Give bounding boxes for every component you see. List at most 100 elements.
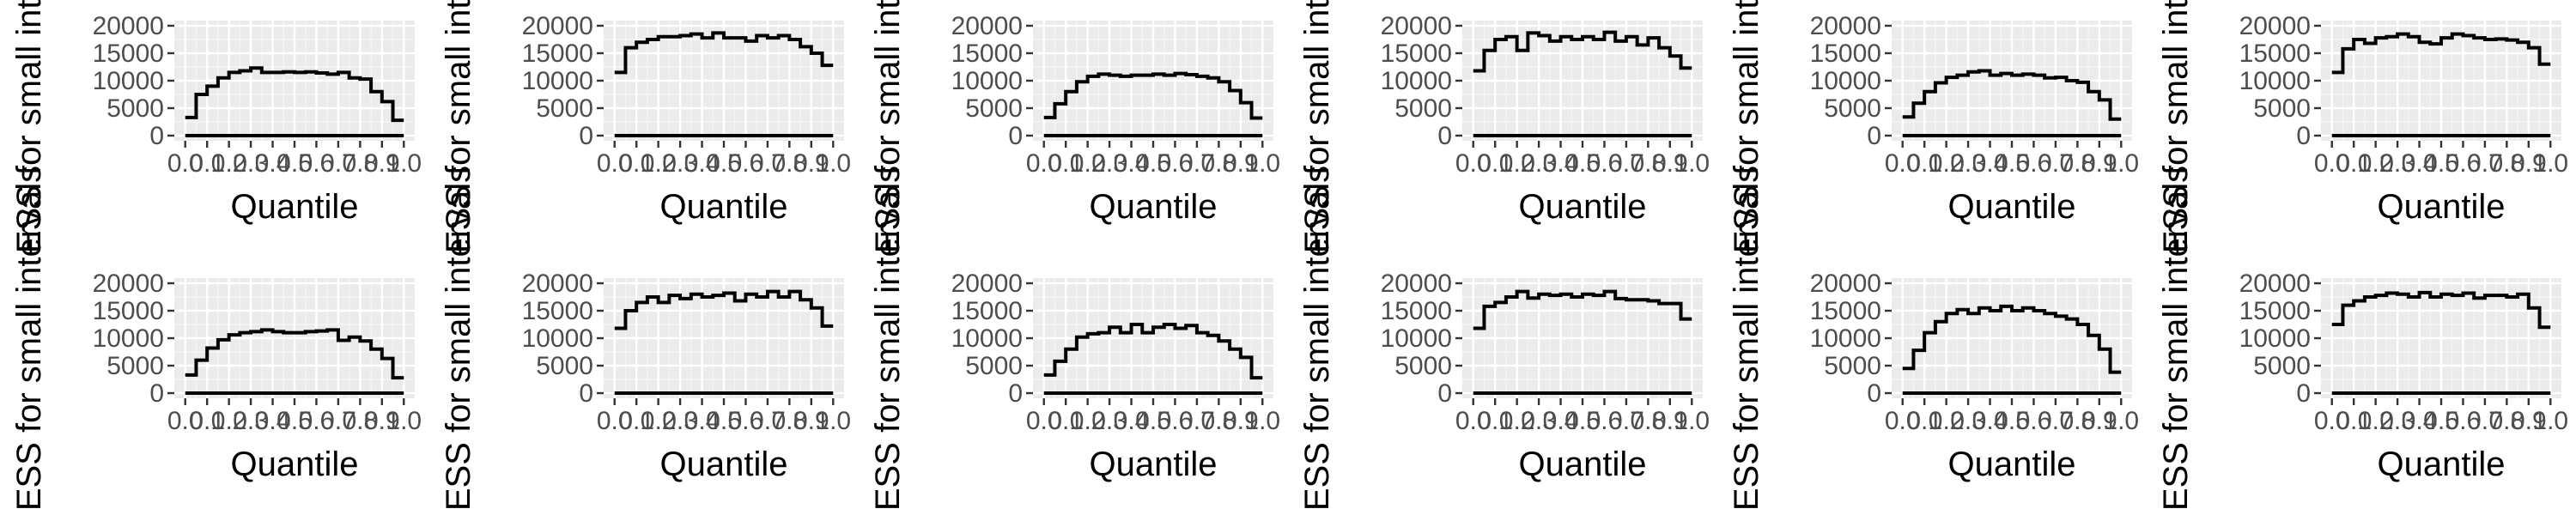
x-tick-label: 0.4 (255, 407, 291, 435)
x-tick-label: 1.0 (815, 149, 851, 178)
x-tick-label: 0.6 (1587, 149, 1623, 178)
x-tick-label: 0.3 (1950, 149, 1986, 178)
y-axis-title: ESS for small intervals (1728, 0, 1765, 253)
y-tick-label: 20000 (522, 270, 593, 298)
y-tick-label: 5000 (536, 352, 593, 380)
x-tick-label: 1.0 (2532, 149, 2568, 178)
x-tick-label: 0.9 (2511, 149, 2547, 178)
x-tick-label: 0.7 (2467, 407, 2503, 435)
y-tick-label: 20000 (2239, 12, 2311, 40)
chart-panel-12: 050001000015000200000.00.10.20.30.40.50.… (2157, 166, 2568, 511)
x-tick-label: 0.1 (1048, 407, 1084, 435)
x-axis: 0.00.10.20.30.40.50.60.70.80.91.0 (1885, 398, 2139, 435)
x-tick-label: 0.7 (1179, 149, 1215, 178)
x-tick-label: 0.5 (1135, 149, 1171, 178)
chart-panel-10: 050001000015000200000.00.10.20.30.40.50.… (1298, 166, 1710, 511)
y-tick-label: 5000 (965, 94, 1023, 123)
x-tick-label: 0.5 (1994, 149, 2030, 178)
x-axis: 0.00.10.20.30.40.50.60.70.80.91.0 (597, 141, 851, 178)
x-tick-label: 0.1 (189, 407, 225, 435)
x-tick-label: 0.5 (706, 407, 742, 435)
x-tick-label: 0.8 (2489, 407, 2525, 435)
x-tick-label: 0.8 (2060, 407, 2096, 435)
series-line-1 (1043, 71, 1263, 120)
x-tick-label: 0.4 (1972, 407, 2008, 435)
x-tick-label: 0.7 (2038, 407, 2074, 435)
x-axis: 0.00.10.20.30.40.50.60.70.80.91.0 (1455, 141, 1710, 178)
y-tick-label: 15000 (93, 39, 164, 68)
x-tick-label: 0.3 (1091, 407, 1127, 435)
x-tick-label: 0.7 (2038, 149, 2074, 178)
x-tick-label: 0.4 (255, 149, 291, 178)
x-tick-label: 0.2 (1070, 407, 1106, 435)
y-axis-title: ESS for small intervals (1298, 166, 1336, 511)
y-tick-label: 20000 (522, 12, 593, 40)
x-tick-label: 0.3 (1091, 149, 1127, 178)
x-tick-label: 0.9 (2081, 149, 2117, 178)
x-tick-label: 0.4 (1543, 149, 1579, 178)
y-tick-label: 0 (2296, 122, 2311, 150)
y-tick-label: 15000 (1810, 297, 1881, 325)
x-tick-label: 0.0 (1455, 407, 1492, 435)
x-tick-label: 0.8 (1631, 407, 1667, 435)
y-tick-label: 10000 (1810, 324, 1881, 353)
y-tick-label: 10000 (2239, 67, 2311, 95)
series-line-1 (2331, 32, 2551, 75)
x-tick-label: 0.3 (2379, 407, 2415, 435)
y-tick-label: 0 (1008, 379, 1023, 408)
x-axis-title: Quantile (1519, 188, 1647, 226)
x-axis-title: Quantile (1090, 445, 1218, 483)
x-tick-label: 0.7 (320, 407, 356, 435)
x-tick-label: 0.9 (1223, 407, 1259, 435)
y-tick-label: 20000 (1810, 270, 1881, 298)
x-tick-label: 0.3 (1521, 407, 1557, 435)
y-tick-label: 15000 (2239, 39, 2311, 68)
x-tick-label: 0.6 (2016, 407, 2052, 435)
y-tick-label: 0 (1437, 379, 1452, 408)
y-tick-label: 10000 (1381, 67, 1452, 95)
x-tick-label: 0.5 (1994, 407, 2030, 435)
x-tick-label: 0.5 (2423, 407, 2459, 435)
x-tick-label: 0.2 (211, 149, 247, 178)
x-tick-label: 0.8 (343, 407, 379, 435)
x-tick-label: 0.9 (793, 149, 829, 178)
chart-panel-6: 050001000015000200000.00.10.20.30.40.50.… (2157, 0, 2568, 253)
x-tick-label: 0.7 (750, 407, 786, 435)
y-axis-title: ESS for small intervals (1728, 166, 1765, 511)
x-tick-label: 0.4 (1114, 407, 1150, 435)
y-axis-title: ESS for small intervals (440, 0, 477, 253)
x-tick-label: 0.4 (2402, 149, 2438, 178)
y-tick-label: 20000 (93, 270, 164, 298)
y-tick-label: 5000 (106, 94, 164, 123)
y-axis-title: ESS for small intervals (1298, 0, 1336, 253)
x-tick-label: 0.6 (1157, 149, 1194, 178)
x-tick-label: 0.0 (1026, 149, 1062, 178)
x-tick-label: 0.1 (1906, 407, 1942, 435)
x-tick-label: 0.9 (2081, 407, 2117, 435)
x-tick-label: 0.4 (684, 407, 720, 435)
x-tick-label: 0.5 (1564, 149, 1601, 178)
x-tick-label: 0.0 (2314, 407, 2350, 435)
x-tick-label: 0.2 (1499, 149, 1535, 178)
chart-panel-8: 050001000015000200000.00.10.20.30.40.50.… (440, 166, 851, 511)
x-tick-label: 0.4 (1972, 149, 2008, 178)
x-tick-label: 0.9 (1652, 407, 1688, 435)
x-tick-label: 0.2 (1070, 149, 1106, 178)
x-tick-label: 0.1 (618, 149, 654, 178)
x-tick-label: 0.1 (1906, 149, 1942, 178)
x-tick-label: 0.3 (1521, 149, 1557, 178)
x-tick-label: 1.0 (386, 407, 422, 435)
y-tick-label: 5000 (965, 352, 1023, 380)
y-tick-label: 5000 (1394, 352, 1452, 380)
x-tick-label: 0.2 (2358, 149, 2394, 178)
x-tick-label: 0.2 (1929, 149, 1965, 178)
series-line-1 (1043, 323, 1263, 380)
x-tick-label: 0.0 (167, 149, 204, 178)
x-axis-title: Quantile (2378, 188, 2506, 226)
x-tick-label: 0.8 (343, 149, 379, 178)
x-tick-label: 0.6 (728, 149, 764, 178)
series-line-1 (2331, 290, 2551, 330)
